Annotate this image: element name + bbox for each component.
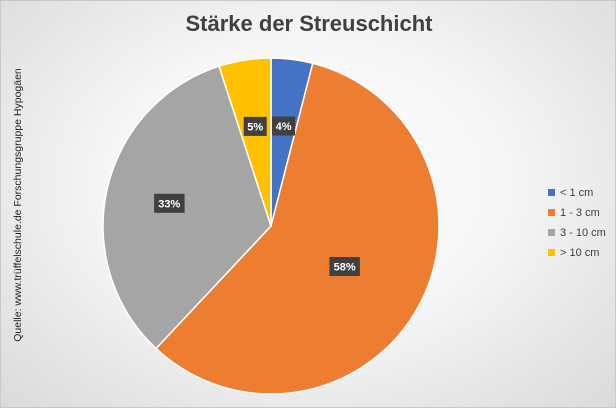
data-label: 5% [243, 116, 267, 136]
legend-label: > 10 cm [560, 246, 600, 259]
legend-item: < 1 cm [548, 184, 606, 201]
legend-swatch [548, 249, 555, 256]
data-label: 4% [272, 116, 296, 136]
slice-gt-10cm [218, 57, 272, 227]
legend-item: > 10 cm [548, 244, 606, 261]
data-label-box [272, 116, 296, 136]
data-label-box [154, 193, 185, 213]
legend-label: < 1 cm [560, 186, 594, 199]
legend-swatch [548, 209, 555, 216]
data-label-text: 33% [158, 198, 180, 210]
data-label: 33% [154, 193, 185, 213]
slice-3-10cm [102, 65, 272, 350]
data-label-box [243, 116, 267, 136]
legend-item: 1 - 3 cm [548, 204, 606, 221]
legend: < 1 cm 1 - 3 cm 3 - 10 cm > 10 cm [548, 184, 606, 264]
legend-label: 3 - 10 cm [560, 226, 606, 239]
legend-label: 1 - 3 cm [560, 206, 600, 219]
legend-item: 3 - 10 cm [548, 224, 606, 241]
legend-swatch [548, 189, 555, 196]
slice-1-3cm [154, 62, 440, 395]
data-label-text: 58% [334, 262, 356, 274]
legend-swatch [548, 229, 555, 236]
data-label-text: 5% [247, 121, 263, 133]
data-label-box [329, 257, 360, 276]
data-label: 58% [329, 257, 360, 276]
chart-title: Stärke der Streuschicht [185, 11, 433, 36]
data-label-text: 4% [276, 121, 292, 133]
